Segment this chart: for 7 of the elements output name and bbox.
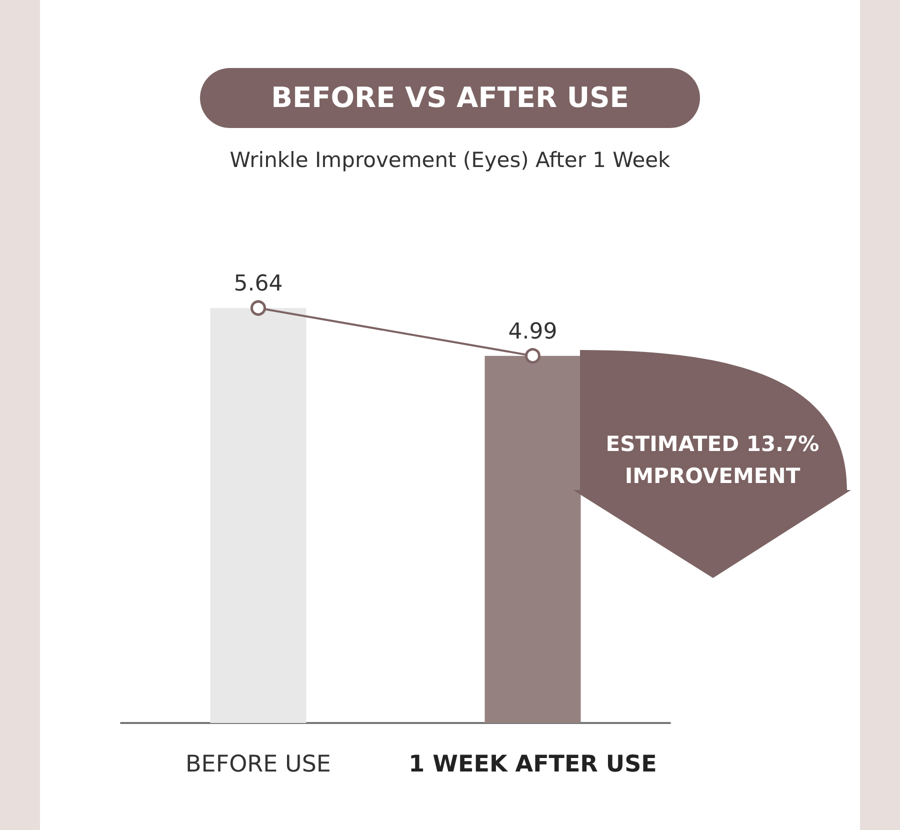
x-tick-label: BEFORE USE xyxy=(186,752,331,778)
chart-subtitle: Wrinkle Improvement (Eyes) After 1 Week xyxy=(228,148,672,172)
annotation: ESTIMATED 13.7% IMPROVEMENT xyxy=(604,431,820,490)
data-label: 4.99 xyxy=(508,319,558,344)
x-tick-label: 1 WEEK AFTER USE xyxy=(408,752,657,778)
data-label: 5.64 xyxy=(234,272,283,296)
chart-title: BEFORE VS AFTER USE xyxy=(200,68,700,128)
